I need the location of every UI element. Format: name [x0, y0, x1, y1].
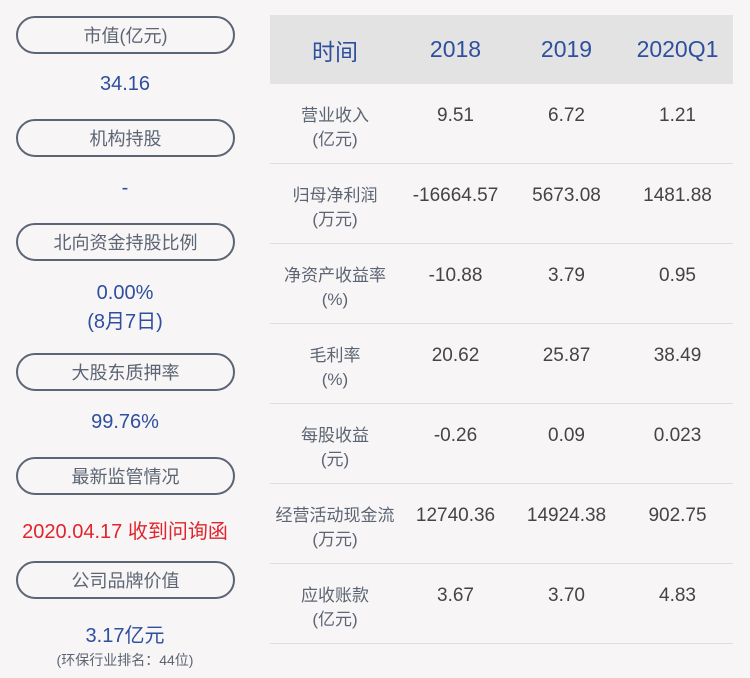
- cell: 25.87: [542, 345, 591, 366]
- metric-name: 营业收入: [301, 106, 369, 125]
- metric-name: 每股收益: [301, 426, 369, 445]
- brand-value-amount: 3.17亿元: [85, 625, 165, 647]
- metric-unit: (万元): [312, 530, 358, 549]
- metric-unit: (%): [321, 290, 349, 309]
- table-row: 营业收入 (亿元) 9.51 6.72 1.21: [270, 84, 733, 164]
- market-cap-label: 市值(亿元): [16, 16, 235, 54]
- table-row: 净资产收益率 (%) -10.88 3.79 0.95: [270, 244, 733, 324]
- row-label: 营业收入 (亿元): [270, 104, 400, 152]
- metric-unit: (亿元): [312, 610, 358, 629]
- regulatory-status-value: 2020.04.17 收到问询函: [22, 521, 228, 543]
- metric-name: 应收账款: [301, 586, 369, 605]
- northbound-holding-date: (8月7日): [87, 311, 163, 333]
- table-row: 应收账款 (亿元) 3.67 3.70 4.83: [270, 564, 733, 644]
- northbound-holding-pct: 0.00%: [96, 282, 154, 304]
- cell: 20.62: [431, 345, 480, 366]
- row-label: 归母净利润 (万元): [270, 184, 400, 232]
- cell: -16664.57: [412, 185, 499, 206]
- table-row: 经营活动现金流 (万元) 12740.36 14924.38 902.75: [270, 484, 733, 564]
- metric-unit: (万元): [312, 210, 358, 229]
- northbound-holding-value: 0.00% (8月7日): [0, 282, 250, 334]
- header-2018: 2018: [429, 36, 482, 62]
- row-label: 每股收益 (元): [270, 424, 400, 472]
- cell: 12740.36: [415, 505, 496, 526]
- table-row: 每股收益 (元) -0.26 0.09 0.023: [270, 404, 733, 484]
- row-label: 经营活动现金流 (万元): [270, 504, 400, 552]
- row-label: 毛利率 (%): [270, 344, 400, 392]
- table-row: 毛利率 (%) 20.62 25.87 38.49: [270, 324, 733, 404]
- institutional-holding-label: 机构持股: [16, 119, 235, 157]
- cell: 38.49: [653, 345, 702, 366]
- cell: 1481.88: [643, 185, 712, 206]
- regulatory-status-label: 最新监管情况: [16, 457, 235, 495]
- market-cap-value: 34.16: [99, 73, 151, 95]
- cell: 3.67: [437, 585, 474, 606]
- brand-value: 3.17亿元 (环保行业排名：44位): [0, 619, 250, 670]
- row-label: 应收账款 (亿元): [270, 584, 400, 632]
- northbound-holding-label: 北向资金持股比例: [16, 223, 235, 261]
- cell: 4.83: [659, 585, 696, 606]
- cell: 6.72: [548, 105, 585, 126]
- metric-name: 净资产收益率: [284, 266, 386, 285]
- cell: 3.70: [548, 585, 585, 606]
- metric-unit: (元): [320, 450, 350, 469]
- institutional-holding-value: -: [121, 177, 129, 199]
- header-2019: 2019: [540, 36, 593, 62]
- pledge-ratio-label: 大股东质押率: [16, 353, 235, 391]
- cell: 1.21: [659, 105, 696, 126]
- cell: -0.26: [433, 425, 478, 446]
- financial-table: 时间 2018 2019 2020Q1 营业收入 (亿元) 9.51 6.72 1…: [270, 15, 733, 644]
- cell: 3.79: [548, 265, 585, 286]
- metric-name: 归母净利润: [292, 186, 378, 205]
- metric-name: 毛利率: [309, 346, 361, 365]
- metric-unit: (%): [321, 370, 349, 389]
- brand-value-rank: (环保行业排名：44位): [56, 652, 194, 668]
- table-row: 归母净利润 (万元) -16664.57 5673.08 1481.88: [270, 164, 733, 244]
- cell: 0.95: [659, 265, 696, 286]
- cell: 902.75: [648, 505, 707, 526]
- cell: -10.88: [428, 265, 483, 286]
- metric-name: 经营活动现金流: [275, 506, 395, 525]
- cell: 9.51: [437, 105, 474, 126]
- table-header: 时间 2018 2019 2020Q1: [270, 15, 733, 84]
- pledge-ratio-value: 99.76%: [91, 411, 159, 433]
- brand-value-label: 公司品牌价值: [16, 561, 235, 599]
- row-label: 净资产收益率 (%): [270, 264, 400, 312]
- metric-unit: (亿元): [312, 130, 358, 149]
- cell: 14924.38: [526, 505, 607, 526]
- cell: 0.09: [548, 425, 585, 446]
- header-2020q1: 2020Q1: [636, 36, 719, 62]
- header-time: 时间: [312, 38, 358, 65]
- cell: 5673.08: [532, 185, 601, 206]
- cell: 0.023: [653, 425, 702, 446]
